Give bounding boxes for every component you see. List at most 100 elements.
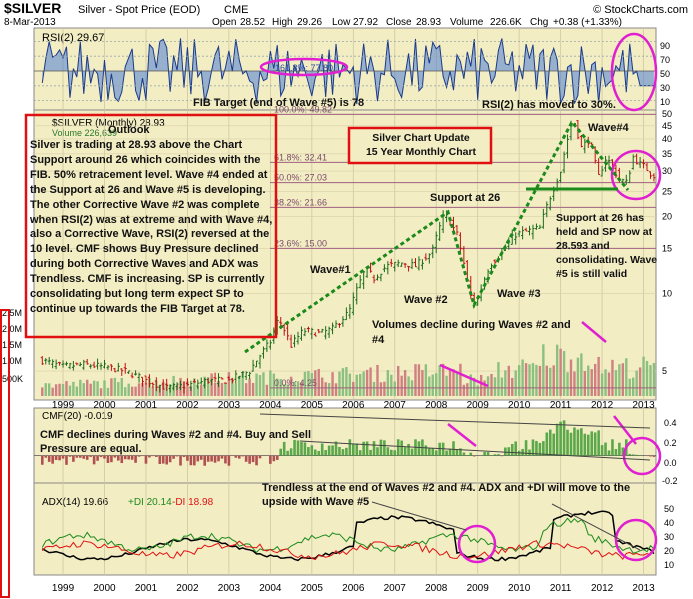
volume-bar xyxy=(352,381,355,396)
cmf-bar xyxy=(466,455,469,456)
cmf-bar xyxy=(607,450,611,456)
cmf-bar xyxy=(155,455,158,458)
volume-tick: 1.5M xyxy=(2,340,22,350)
fib-level-label: 38.2%: 21.66 xyxy=(274,197,327,207)
volume-bar xyxy=(535,364,538,396)
volume-bar xyxy=(151,386,155,396)
volume-bar xyxy=(130,386,134,396)
rsi-legend: RSI(2) 29.67 xyxy=(42,32,104,44)
volume-bar xyxy=(276,378,279,396)
volume-bar xyxy=(86,379,89,396)
volume-bar xyxy=(124,387,127,396)
cmf-bar xyxy=(193,455,196,466)
cmf-bar xyxy=(514,441,518,456)
cmf-bar xyxy=(355,443,359,456)
volume-bar xyxy=(227,372,231,396)
volume-bar xyxy=(224,383,227,396)
volume-bar xyxy=(600,373,604,396)
volume-bar xyxy=(614,370,618,396)
cmf-bar xyxy=(552,433,556,456)
support-note: Support at 26 has held and SP now at 28.… xyxy=(556,212,658,280)
cmf-bar xyxy=(600,445,604,456)
volume-bar xyxy=(303,371,307,396)
volume-bar xyxy=(428,376,431,396)
cmf-bar xyxy=(521,448,524,456)
volume-bar xyxy=(75,386,79,396)
cmf-bar xyxy=(386,447,390,456)
volume-bar xyxy=(386,370,390,396)
cmf-bar xyxy=(320,443,324,456)
x-tick-label: 2003 xyxy=(218,583,241,594)
volume-bar xyxy=(538,365,542,396)
cmf-bar xyxy=(158,455,162,464)
adx-legend-adx: ADX(14) 19.66 xyxy=(42,497,109,508)
volume-bar xyxy=(511,377,514,396)
cmf-bar xyxy=(424,445,428,456)
cmf-bar xyxy=(224,455,227,464)
volume-bar xyxy=(590,369,593,396)
price-series xyxy=(40,120,656,394)
volume-bar xyxy=(455,372,459,396)
x-tick-label: 2001 xyxy=(135,400,158,411)
volume-bar xyxy=(82,383,85,396)
cmf-bar xyxy=(40,455,44,465)
close-label: Close xyxy=(386,17,412,28)
pdi-line xyxy=(41,517,655,554)
cmf-bar xyxy=(327,445,331,456)
cmf-panel xyxy=(33,407,657,484)
price-y-tick: 5 xyxy=(662,366,667,376)
cmf-bar xyxy=(452,441,455,456)
cmf-bar xyxy=(562,420,566,456)
cmf-bar xyxy=(400,440,403,456)
low-label: Low xyxy=(332,17,351,28)
adx-tick: 50 xyxy=(664,504,674,514)
cmf-trendline xyxy=(259,413,651,429)
adx-tick: 10 xyxy=(664,560,674,570)
cmf-bar xyxy=(531,439,535,456)
cmf-bar xyxy=(590,431,594,456)
price-y-tick: 20 xyxy=(662,211,672,221)
volume-bar xyxy=(493,377,497,396)
volume-bar xyxy=(206,377,210,396)
cmf-bar xyxy=(255,455,258,466)
volume-bar xyxy=(611,359,614,396)
cmf-tick: 0.4 xyxy=(664,418,677,428)
cmf-bar xyxy=(528,449,531,456)
volume-legend: Volume 226,639 xyxy=(52,128,117,138)
cmf-bar xyxy=(576,429,580,456)
volume-bar xyxy=(217,380,220,396)
cmf-bar xyxy=(407,443,410,456)
cmf-bar xyxy=(631,454,635,456)
adx-trendline xyxy=(371,501,467,531)
cmf-bar xyxy=(611,439,614,456)
volume-bar xyxy=(435,373,438,396)
cmf-bar xyxy=(324,450,327,456)
volume-tick: 500K xyxy=(2,374,23,384)
wave3-label: Wave #3 xyxy=(497,288,541,300)
cmf-bar xyxy=(58,455,61,461)
adx-legend: ADX(14) 19.66 +DI 20.14 -DI 18.98 xyxy=(42,497,214,508)
volume-bar xyxy=(51,387,54,396)
fib-badge-text: 161.8%: 77.80 xyxy=(275,63,333,73)
volume-bar xyxy=(331,372,334,396)
cmf-bar xyxy=(172,455,175,459)
volume-bar xyxy=(652,362,656,396)
cmf-bar xyxy=(217,455,220,462)
volume-bar xyxy=(341,368,345,396)
cmf-bar xyxy=(455,449,459,456)
x-tick-label: 1999 xyxy=(52,400,75,411)
volume-bar xyxy=(99,388,103,396)
cmf-bar xyxy=(279,448,283,456)
volume-bar xyxy=(490,373,493,396)
x-tick-label: 2000 xyxy=(93,583,116,594)
volume-bar xyxy=(293,381,296,396)
cmf-bar xyxy=(237,455,241,459)
cmf-bar xyxy=(251,455,255,463)
volume-bar xyxy=(238,375,241,396)
header-ohlc: Open 28.52 High 29.26 Low 27.92 Close 28… xyxy=(212,17,622,28)
volume-bar xyxy=(473,377,476,396)
cmf-bar xyxy=(189,455,193,466)
header-credit: © StockCharts.com xyxy=(593,4,688,16)
cmf-bar xyxy=(431,448,435,456)
cmf-bar xyxy=(396,439,400,456)
